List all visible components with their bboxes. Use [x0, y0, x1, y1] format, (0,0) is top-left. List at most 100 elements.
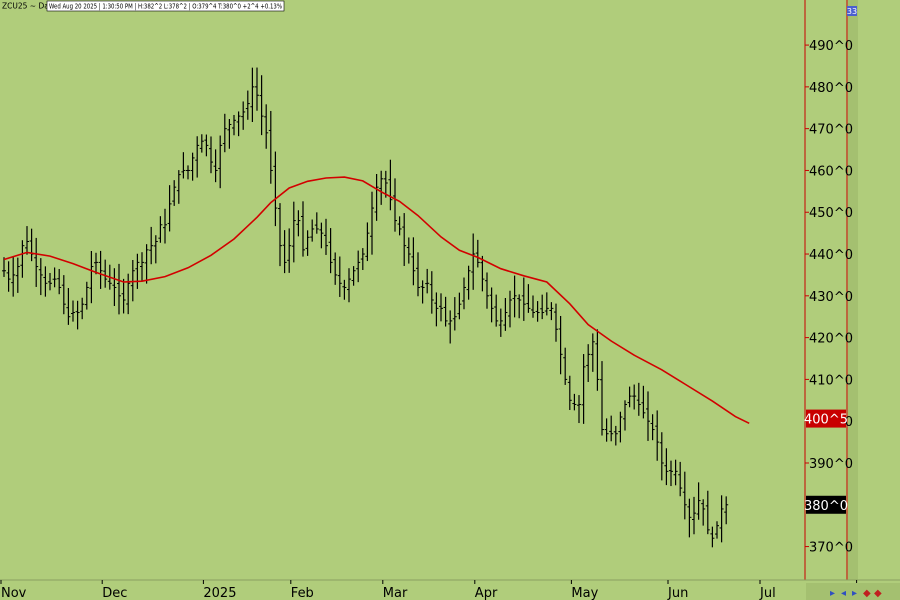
price-tick-label: 390^0 [809, 457, 853, 472]
price-bar [117, 263, 121, 315]
price-bar [190, 152, 195, 181]
price-bar [209, 136, 213, 174]
price-bar [89, 251, 94, 304]
price-bar [508, 290, 512, 328]
price-bar [80, 297, 85, 320]
moving-average-badge-bg [806, 409, 846, 428]
price-bar [434, 292, 439, 327]
settings-badge[interactable] [847, 6, 857, 16]
price-bar [71, 300, 75, 322]
price-bar [250, 67, 255, 123]
price-bar [38, 258, 43, 296]
price-bar [296, 210, 301, 237]
last-price-value: 380^0 [804, 499, 848, 514]
price-bar [600, 361, 604, 436]
price-bar [475, 239, 480, 268]
moving-average-badge: 400^5 [804, 409, 848, 428]
price-bar [590, 333, 595, 372]
scroll-control-glyph[interactable]: ◆ [874, 588, 882, 599]
price-bar [199, 134, 204, 153]
price-bar [167, 185, 172, 232]
quote-box-text: Wed Aug 20 2025 | 1:30:50 PM | H:382^2 L… [49, 3, 282, 11]
price-bar [213, 149, 218, 183]
price-bar [314, 212, 319, 234]
price-bar [268, 110, 273, 184]
price-bar [135, 253, 140, 289]
price-bar [531, 295, 535, 318]
price-tick-label: 440^0 [809, 248, 853, 263]
scroll-control-glyph[interactable]: ◂ [841, 588, 846, 599]
price-bar [659, 432, 664, 481]
price-bar [84, 281, 89, 310]
price-bar [439, 293, 443, 322]
price-bar [2, 257, 6, 277]
price-bar [337, 256, 342, 297]
time-tick-label: Mar [383, 586, 408, 600]
price-bar [232, 114, 236, 136]
time-tick-label: Jul [759, 586, 776, 600]
price-bar [535, 301, 540, 322]
price-bar [701, 499, 706, 526]
price-bar [503, 298, 508, 331]
right-scroll-strip[interactable] [848, 0, 858, 580]
time-tick-label: Nov [1, 586, 27, 600]
price-bar [494, 294, 499, 327]
price-bar [130, 259, 135, 302]
price-bar [11, 256, 16, 297]
price-bar [462, 277, 466, 310]
price-bar [291, 201, 296, 263]
price-bar [705, 490, 710, 535]
price-bar [245, 90, 250, 120]
price-bar [43, 266, 48, 297]
price-bar [715, 521, 719, 539]
price-bar [383, 170, 388, 198]
price-bar [429, 271, 434, 314]
moving-average-value: 400^5 [804, 413, 848, 428]
price-bar [682, 471, 687, 520]
price-bar [646, 391, 650, 441]
price-bar [370, 191, 374, 255]
price-bar [724, 496, 729, 525]
price-bar [218, 135, 223, 189]
price-bar [540, 294, 545, 320]
price-bar [236, 111, 241, 137]
price-tick-label: 450^0 [809, 206, 853, 221]
scroll-control-glyph[interactable]: ▸ [830, 588, 835, 599]
price-bar [613, 425, 618, 446]
price-bar [259, 75, 264, 136]
price-bar [264, 104, 269, 149]
time-tick-label: 2025 [203, 586, 236, 600]
price-bar [186, 165, 190, 180]
price-tick-label: 470^0 [809, 123, 853, 138]
scroll-control-glyph[interactable]: ▸ [852, 588, 857, 599]
price-bar [558, 315, 563, 375]
scroll-control-strip [806, 583, 900, 600]
time-tick-label: Dec [102, 586, 127, 600]
price-bar [567, 375, 572, 410]
price-bar [406, 237, 411, 264]
price-bar [485, 272, 489, 309]
scroll-control-glyph[interactable]: ◆ [863, 588, 871, 599]
price-bar [149, 226, 154, 265]
price-bar [595, 329, 600, 391]
price-bar [388, 159, 393, 211]
price-bar [25, 226, 29, 255]
price-bar [512, 275, 517, 318]
price-bar [255, 67, 259, 111]
price-bar [112, 268, 117, 306]
last-price-badge: 380^0 [804, 495, 848, 514]
price-bar [163, 208, 167, 244]
price-bar [333, 252, 338, 285]
price-bar [710, 526, 715, 548]
price-bar [623, 400, 627, 431]
price-bars [2, 67, 729, 548]
price-bar [57, 269, 62, 295]
price-bar [66, 288, 71, 325]
price-bar [241, 101, 246, 130]
moving-average-line [3, 176, 750, 425]
price-bar [144, 244, 149, 284]
price-axis: 370^0390^0400^0410^0420^0430^0440^0450^0… [809, 39, 853, 555]
price-bar [650, 414, 655, 441]
